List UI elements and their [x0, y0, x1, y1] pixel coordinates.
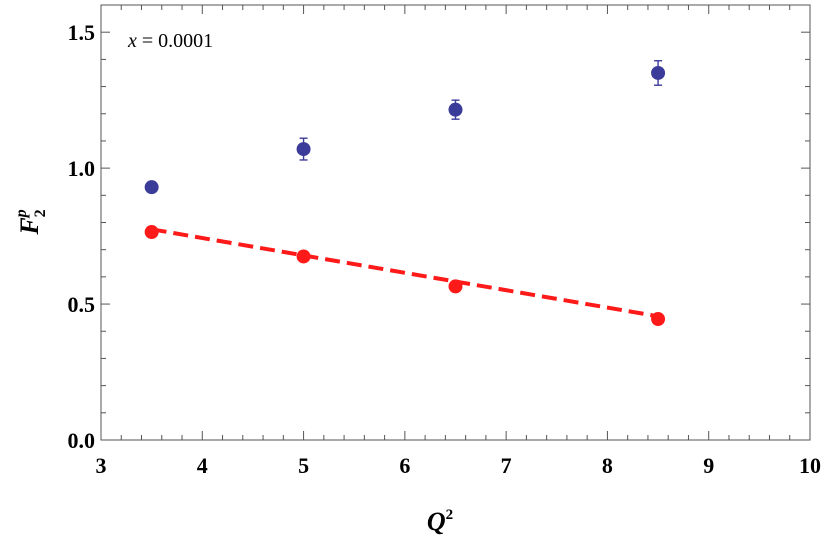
data-point-blue	[651, 65, 666, 80]
y-tick-label: 0.0	[68, 428, 96, 453]
data-point-red	[296, 249, 311, 264]
x-tick-label: 10	[799, 453, 821, 478]
y-tick-label: 1.5	[68, 20, 96, 45]
x-tick-label: 8	[602, 453, 613, 478]
data-point-blue	[144, 180, 159, 195]
data-point-red	[144, 225, 159, 240]
data-point-red	[448, 279, 463, 294]
annotation: x = 0.0001	[127, 30, 213, 52]
x-tick-label: 9	[703, 453, 714, 478]
y-tick-label: 1.0	[68, 156, 96, 181]
x-tick-label: 6	[399, 453, 410, 478]
y-axis-title: F2p	[13, 209, 49, 235]
y-axis-title-text: F2p	[13, 209, 49, 235]
data-point-red	[651, 312, 666, 327]
series-layer	[144, 60, 666, 327]
x-tick-label: 3	[96, 453, 107, 478]
data-point-blue	[296, 142, 311, 157]
y-tick-label: 0.5	[68, 292, 96, 317]
data-point-blue	[448, 102, 463, 117]
x-tick-label: 4	[197, 453, 208, 478]
x-tick-label: 5	[298, 453, 309, 478]
x-tick-label: 7	[501, 453, 512, 478]
fit-line	[151, 227, 659, 319]
labels-layer: 3 4 5 6 7 8 9 10 0.0 0.5 1.0 1.5 Q2 F2p x = 0.0001	[13, 20, 821, 536]
x-axis-title: Q2	[427, 507, 453, 536]
plot-frame	[100, 4, 811, 441]
